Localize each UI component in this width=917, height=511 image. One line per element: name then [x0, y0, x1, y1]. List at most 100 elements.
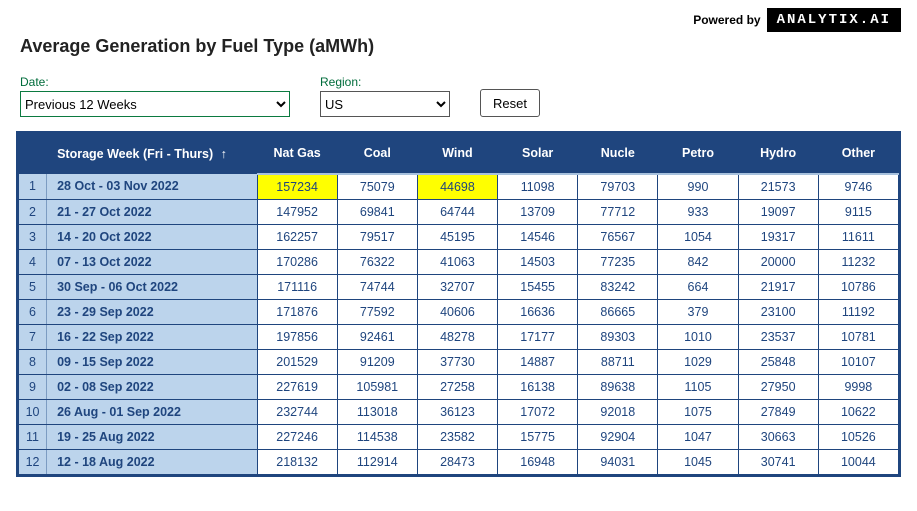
region-filter-select[interactable]: US	[320, 91, 450, 117]
data-cell: 23100	[738, 299, 818, 324]
storage-week-cell: 02 - 08 Sep 2022	[47, 374, 257, 399]
row-index: 8	[19, 349, 47, 374]
data-cell: 15775	[498, 424, 578, 449]
row-index: 11	[19, 424, 47, 449]
data-cell: 25848	[738, 349, 818, 374]
data-cell: 10107	[818, 349, 898, 374]
data-cell: 10781	[818, 324, 898, 349]
data-cell: 664	[658, 274, 738, 299]
data-cell: 1075	[658, 399, 738, 424]
data-cell: 227619	[257, 374, 337, 399]
data-cell: 92904	[578, 424, 658, 449]
data-cell: 15455	[498, 274, 578, 299]
data-cell: 86665	[578, 299, 658, 324]
data-cell: 171876	[257, 299, 337, 324]
sort-ascending-icon: ↑	[221, 147, 227, 161]
row-index: 10	[19, 399, 47, 424]
region-filter-label: Region:	[320, 75, 450, 89]
data-cell: 842	[658, 249, 738, 274]
storage-week-cell: 14 - 20 Oct 2022	[47, 224, 257, 249]
data-cell: 88711	[578, 349, 658, 374]
storage-week-header[interactable]: Storage Week (Fri - Thurs) ↑	[47, 134, 257, 174]
index-header	[19, 134, 47, 174]
reset-button[interactable]: Reset	[480, 89, 540, 117]
col-header-other[interactable]: Other	[818, 134, 898, 174]
data-cell: 162257	[257, 224, 337, 249]
storage-week-cell: 21 - 27 Oct 2022	[47, 199, 257, 224]
data-cell: 112914	[337, 449, 417, 474]
data-cell: 91209	[337, 349, 417, 374]
data-cell: 41063	[417, 249, 497, 274]
storage-week-header-label: Storage Week (Fri - Thurs)	[57, 147, 213, 161]
table-row: 809 - 15 Sep 202220152991209377301488788…	[19, 349, 899, 374]
data-cell: 201529	[257, 349, 337, 374]
row-index: 7	[19, 324, 47, 349]
data-cell: 1029	[658, 349, 738, 374]
table-row: 530 Sep - 06 Oct 20221711167474432707154…	[19, 274, 899, 299]
table-row: 1026 Aug - 01 Sep 2022232744113018361231…	[19, 399, 899, 424]
data-cell: 113018	[337, 399, 417, 424]
storage-week-cell: 16 - 22 Sep 2022	[47, 324, 257, 349]
table-row: 314 - 20 Oct 202216225779517451951454676…	[19, 224, 899, 249]
row-index: 2	[19, 199, 47, 224]
col-header-hydro[interactable]: Hydro	[738, 134, 818, 174]
data-cell: 11232	[818, 249, 898, 274]
col-header-solar[interactable]: Solar	[498, 134, 578, 174]
date-filter-select[interactable]: Previous 12 Weeks	[20, 91, 290, 117]
storage-week-cell: 12 - 18 Aug 2022	[47, 449, 257, 474]
data-cell: 14887	[498, 349, 578, 374]
data-cell: 69841	[337, 199, 417, 224]
data-cell: 89638	[578, 374, 658, 399]
data-cell: 32707	[417, 274, 497, 299]
row-index: 6	[19, 299, 47, 324]
data-cell: 1045	[658, 449, 738, 474]
data-cell: 83242	[578, 274, 658, 299]
data-cell: 44698	[417, 174, 497, 200]
storage-week-cell: 26 Aug - 01 Sep 2022	[47, 399, 257, 424]
data-cell: 171116	[257, 274, 337, 299]
data-cell: 114538	[337, 424, 417, 449]
col-header-wind[interactable]: Wind	[417, 134, 497, 174]
storage-week-cell: 07 - 13 Oct 2022	[47, 249, 257, 274]
col-header-nat-gas[interactable]: Nat Gas	[257, 134, 337, 174]
analytix-logo: ANALYTIX.AI	[767, 8, 901, 32]
col-header-petro[interactable]: Petro	[658, 134, 738, 174]
data-cell: 105981	[337, 374, 417, 399]
storage-week-cell: 28 Oct - 03 Nov 2022	[47, 174, 257, 200]
data-cell: 9746	[818, 174, 898, 200]
data-cell: 16636	[498, 299, 578, 324]
data-cell: 36123	[417, 399, 497, 424]
row-index: 12	[19, 449, 47, 474]
table-row: 1119 - 25 Aug 20222272461145382358215775…	[19, 424, 899, 449]
data-cell: 227246	[257, 424, 337, 449]
data-cell: 79703	[578, 174, 658, 200]
storage-week-cell: 30 Sep - 06 Oct 2022	[47, 274, 257, 299]
data-cell: 11611	[818, 224, 898, 249]
data-cell: 10786	[818, 274, 898, 299]
data-cell: 20000	[738, 249, 818, 274]
data-cell: 30741	[738, 449, 818, 474]
data-cell: 14546	[498, 224, 578, 249]
data-cell: 77235	[578, 249, 658, 274]
table-row: 902 - 08 Sep 202222761910598127258161388…	[19, 374, 899, 399]
date-filter-label: Date:	[20, 75, 290, 89]
table-row: 1212 - 18 Aug 20222181321129142847316948…	[19, 449, 899, 474]
table-row: 128 Oct - 03 Nov 20221572347507944698110…	[19, 174, 899, 200]
powered-by-label: Powered by	[693, 13, 760, 27]
table-row: 407 - 13 Oct 202217028676322410631450377…	[19, 249, 899, 274]
data-cell: 92018	[578, 399, 658, 424]
data-cell: 379	[658, 299, 738, 324]
table-row: 716 - 22 Sep 202219785692461482781717789…	[19, 324, 899, 349]
data-cell: 94031	[578, 449, 658, 474]
col-header-nucle[interactable]: Nucle	[578, 134, 658, 174]
page-title: Average Generation by Fuel Type (aMWh)	[0, 32, 917, 75]
data-cell: 76567	[578, 224, 658, 249]
row-index: 4	[19, 249, 47, 274]
data-cell: 1054	[658, 224, 738, 249]
row-index: 3	[19, 224, 47, 249]
data-cell: 990	[658, 174, 738, 200]
data-cell: 1047	[658, 424, 738, 449]
data-cell: 30663	[738, 424, 818, 449]
col-header-coal[interactable]: Coal	[337, 134, 417, 174]
data-cell: 170286	[257, 249, 337, 274]
